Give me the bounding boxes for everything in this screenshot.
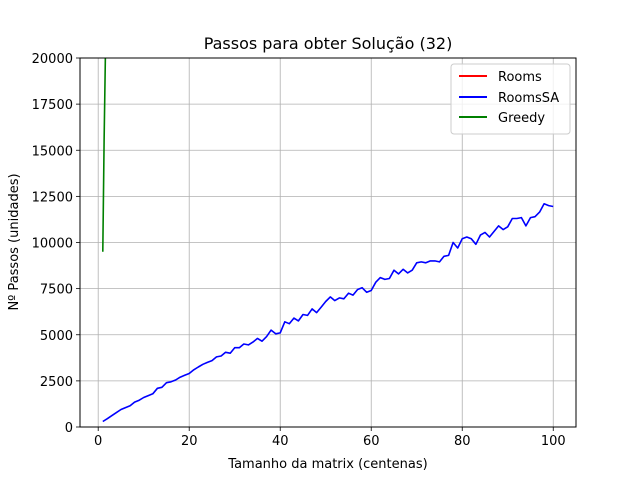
y-tick-label: 12500 xyxy=(32,190,73,205)
x-tick-label: 80 xyxy=(454,434,471,449)
ticks: 0 20 40 60 80 100 0 2500 5000 7500 10000 12500 15000… xyxy=(32,52,566,449)
legend: Rooms RoomsSA Greedy xyxy=(450,63,571,135)
y-tick-label: 20000 xyxy=(32,52,73,67)
series-line-roomssa xyxy=(102,203,554,423)
y-tick-label: 5000 xyxy=(40,329,73,344)
legend-label-rooms: Rooms xyxy=(498,70,542,85)
y-tick-label: 10000 xyxy=(32,237,73,252)
x-tick-label: 60 xyxy=(363,434,380,449)
y-tick-label: 17500 xyxy=(32,98,73,113)
series-layer xyxy=(102,58,554,423)
x-tick-label: 20 xyxy=(181,434,198,449)
x-tick-label: 0 xyxy=(94,434,102,449)
legend-label-greedy: Greedy xyxy=(498,111,545,126)
series-line-greedy xyxy=(102,58,107,252)
y-axis-label: Nº Passos (unidades) xyxy=(7,173,22,310)
x-axis-label: Tamanho da matrix (centenas) xyxy=(227,457,427,472)
legend-label-roomssa: RoomsSA xyxy=(498,91,559,106)
y-tick-label: 0 xyxy=(65,421,73,436)
x-tick-label: 100 xyxy=(541,434,566,449)
y-tick-label: 15000 xyxy=(32,144,73,159)
y-tick-label: 7500 xyxy=(40,283,73,298)
chart-title: Passos para obter Solução (32) xyxy=(204,34,453,53)
x-tick-label: 40 xyxy=(272,434,289,449)
y-tick-label: 2500 xyxy=(40,375,73,390)
